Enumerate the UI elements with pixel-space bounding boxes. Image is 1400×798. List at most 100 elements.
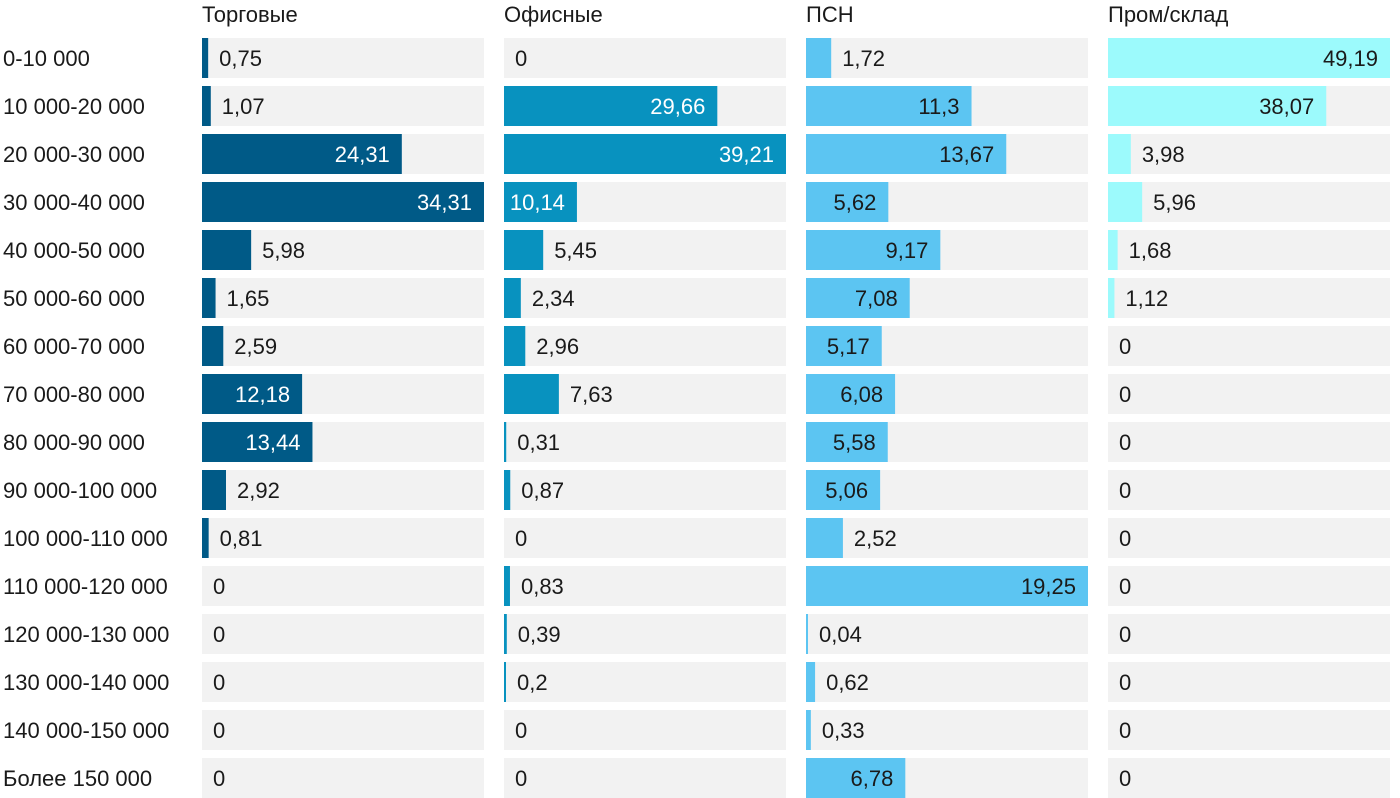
data-label: 0,39 (518, 622, 561, 647)
data-label: 0 (213, 718, 225, 743)
bar (1108, 278, 1115, 318)
panel-title: Офисные (504, 2, 603, 27)
bar (202, 518, 209, 558)
data-label: 0 (1119, 670, 1131, 695)
bar-track (1108, 422, 1390, 462)
data-label: 7,08 (855, 286, 898, 311)
data-label: 5,58 (833, 430, 876, 455)
data-label: 34,31 (417, 190, 472, 215)
data-label: 7,63 (570, 382, 613, 407)
bar (504, 182, 577, 222)
bar-track (202, 86, 484, 126)
data-label: 0 (1119, 718, 1131, 743)
data-label: 0,2 (517, 670, 548, 695)
data-label: 39,21 (719, 142, 774, 167)
bar-track (504, 326, 786, 366)
data-label: 13,67 (939, 142, 994, 167)
bar-track (504, 710, 786, 750)
bar (504, 422, 507, 462)
bar-track (504, 470, 786, 510)
bar (202, 422, 313, 462)
data-label: 11,3 (918, 94, 959, 119)
category-label: 100 000-110 000 (3, 526, 168, 551)
bar (504, 662, 506, 702)
data-label: 19,25 (1021, 574, 1076, 599)
bar-track (504, 758, 786, 798)
category-label: 10 000-20 000 (3, 94, 145, 119)
category-label: 60 000-70 000 (3, 334, 145, 359)
bar-track (1108, 230, 1390, 270)
data-label: 1,72 (842, 46, 885, 71)
bar-track (806, 614, 1088, 654)
bar-track (504, 518, 786, 558)
data-label: 24,31 (335, 142, 390, 167)
bar-track (504, 422, 786, 462)
bar (806, 566, 1088, 606)
bar-track (202, 326, 484, 366)
bar-track (202, 758, 484, 798)
bar (1108, 134, 1131, 174)
data-label: 0 (515, 766, 527, 791)
bar-track (1108, 182, 1390, 222)
bar (806, 326, 882, 366)
bar-track (202, 470, 484, 510)
bar (806, 758, 906, 798)
bar (202, 38, 209, 78)
data-label: 0 (1119, 382, 1131, 407)
data-label: 1,68 (1129, 238, 1172, 263)
data-label: 5,17 (827, 334, 870, 359)
bar (806, 134, 1007, 174)
bar-track (1108, 470, 1390, 510)
bar (806, 38, 832, 78)
bar (806, 470, 881, 510)
data-label: 29,66 (650, 94, 705, 119)
bar-track (504, 614, 786, 654)
category-label: 80 000-90 000 (3, 430, 145, 455)
bar (1108, 230, 1118, 270)
bar-track (1108, 614, 1390, 654)
data-label: 0,04 (819, 622, 862, 647)
data-label: 0 (213, 574, 225, 599)
data-label: 5,45 (554, 238, 597, 263)
data-label: 0,33 (822, 718, 865, 743)
data-label: 2,92 (237, 478, 280, 503)
bar-track (1108, 278, 1390, 318)
data-label: 0 (1119, 622, 1131, 647)
data-label: 0 (515, 526, 527, 551)
bar (806, 662, 816, 702)
category-label: 70 000-80 000 (3, 382, 145, 407)
data-label: 6,78 (850, 766, 893, 791)
bar-track (504, 38, 786, 78)
data-label: 5,96 (1153, 190, 1196, 215)
data-label: 0 (213, 622, 225, 647)
bar (806, 86, 972, 126)
data-label: 2,34 (532, 286, 575, 311)
bar (806, 374, 896, 414)
bar (806, 614, 808, 654)
bar (504, 614, 507, 654)
bar (202, 86, 211, 126)
data-label: 0,62 (826, 670, 869, 695)
bar (202, 134, 402, 174)
bar-track (1108, 758, 1390, 798)
bar-track (806, 518, 1088, 558)
bar (202, 326, 224, 366)
data-label: 9,17 (886, 238, 929, 263)
data-label: 2,52 (854, 526, 897, 551)
bar (1108, 86, 1327, 126)
bar (504, 566, 510, 606)
data-label: 0 (515, 718, 527, 743)
bar (806, 230, 941, 270)
data-label: 49,19 (1323, 46, 1378, 71)
data-label: 0 (1119, 334, 1131, 359)
bar-track (1108, 134, 1390, 174)
data-label: 0 (213, 766, 225, 791)
category-label: 140 000-150 000 (3, 718, 169, 743)
bar (504, 470, 511, 510)
bar-track (504, 566, 786, 606)
bar (202, 374, 303, 414)
bar-track (806, 710, 1088, 750)
data-label: 1,07 (222, 94, 265, 119)
bar-track (202, 38, 484, 78)
